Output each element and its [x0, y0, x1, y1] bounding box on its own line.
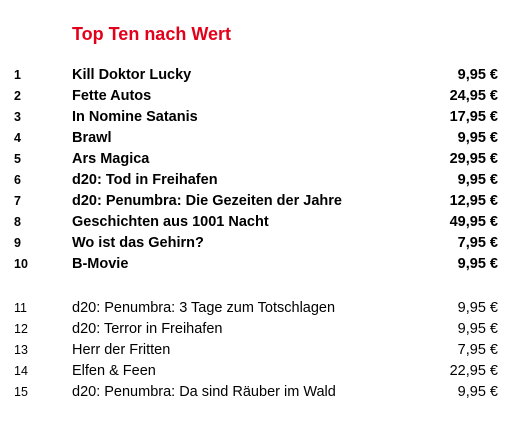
game-price: 7,95 € [457, 342, 498, 358]
game-name: Kill Doktor Lucky [72, 67, 192, 83]
rank-number: 2 [14, 89, 21, 103]
game-name: Brawl [72, 130, 112, 146]
game-name: d20: Penumbra: Die Gezeiten der Jahre [72, 193, 342, 209]
game-price: 9,95 € [457, 172, 498, 188]
game-price: 17,95 € [449, 109, 498, 125]
rank-number: 10 [14, 257, 28, 271]
game-price: 9,95 € [457, 256, 498, 272]
game-price: 9,95 € [457, 300, 498, 316]
rank-number: 12 [14, 322, 28, 336]
game-price: 9,95 € [457, 130, 498, 146]
game-name: Wo ist das Gehirn? [72, 235, 204, 251]
list-item: 13 Herr der Fritten 7,95 € [0, 340, 512, 361]
list-item: 15 d20: Penumbra: Da sind Räuber im Wald 9… [0, 382, 512, 403]
game-name: d20: Penumbra: 3 Tage zum Totschlagen [72, 300, 336, 316]
game-name: Fette Autos [72, 88, 152, 104]
list-item: 5 Ars Magica 29,95 € [0, 149, 512, 170]
list-item: 6 d20: Tod in Freihafen 9,95 € [0, 170, 512, 191]
game-name: d20: Terror in Freihafen [72, 321, 223, 337]
rank-number: 1 [14, 68, 21, 82]
list-item: 9 Wo ist das Gehirn? 7,95 € [0, 233, 512, 254]
game-name: Geschichten aus 1001 Nacht [72, 214, 269, 230]
list-item: 10 B-Movie 9,95 € [0, 254, 512, 275]
list-item: 11 d20: Penumbra: 3 Tage zum Totschlagen 9… [0, 298, 512, 319]
list-item: 8 Geschichten aus 1001 Nacht 49,95 € [0, 212, 512, 233]
list-item: 4 Brawl 9,95 € [0, 128, 512, 149]
rank-number: 13 [14, 343, 28, 357]
game-price: 7,95 € [457, 235, 498, 251]
game-name: Herr der Fritten [72, 342, 171, 358]
game-name: d20: Penumbra: Da sind Räuber im Wald [72, 384, 336, 400]
list-item: 7 d20: Penumbra: Die Gezeiten der Jahre 12… [0, 191, 512, 212]
game-price: 12,95 € [449, 193, 498, 209]
game-price: 22,95 € [449, 363, 498, 379]
list-item: 3 In Nomine Satanis 17,95 € [0, 107, 512, 128]
rank-number: 14 [14, 364, 28, 378]
game-price: 9,95 € [457, 384, 498, 400]
rank-number: 5 [14, 152, 21, 166]
rank-number: 6 [14, 173, 21, 187]
list-item: 2 Fette Autos 24,95 € [0, 86, 512, 107]
game-price: 9,95 € [457, 67, 498, 83]
game-price: 24,95 € [449, 88, 498, 104]
game-name: d20: Tod in Freihafen [72, 172, 218, 188]
game-price: 9,95 € [457, 321, 498, 337]
game-price: 29,95 € [449, 151, 498, 167]
rank-number: 15 [14, 385, 28, 399]
list-item: 1 Kill Doktor Lucky 9,95 € [0, 65, 512, 86]
rank-number: 7 [14, 194, 21, 208]
rank-number: 3 [14, 110, 21, 124]
rank-number: 11 [14, 301, 27, 315]
list-item: 14 Elfen & Feen 22,95 € [0, 361, 512, 382]
game-name: Elfen & Feen [72, 363, 156, 379]
rank-number: 9 [14, 236, 21, 250]
game-name: B-Movie [72, 256, 129, 272]
list-item: 12 d20: Terror in Freihafen 9,95 € [0, 319, 512, 340]
rank-number: 8 [14, 215, 21, 229]
game-name: In Nomine Satanis [72, 109, 198, 125]
game-name: Ars Magica [72, 151, 150, 167]
page-title: Top Ten nach Wert [72, 24, 232, 44]
rank-number: 4 [14, 131, 21, 145]
game-price: 49,95 € [449, 214, 498, 230]
